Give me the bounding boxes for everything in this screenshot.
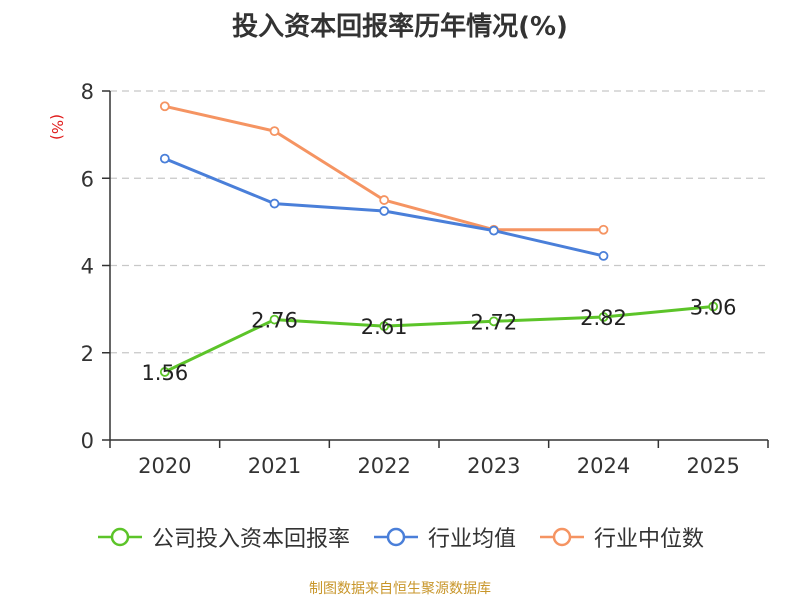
data-point [598, 224, 609, 235]
data-point [159, 101, 170, 112]
data-point [269, 314, 280, 325]
y-tick-label: 4 [81, 255, 94, 279]
data-label: 1.56 [141, 361, 188, 385]
x-tick-label: 2024 [577, 454, 630, 478]
legend-label-industry-mean: 行业均值 [427, 527, 516, 552]
legend-item-industry-median[interactable]: 行业中位数 [538, 521, 704, 553]
data-point [488, 225, 499, 236]
legend-item-company[interactable]: 公司投入资本回报率 [96, 521, 350, 553]
legend-swatch-industry-mean [373, 527, 418, 547]
data-point [159, 367, 170, 377]
data-point [708, 301, 719, 312]
y-axis-label: (%) [48, 114, 66, 140]
y-tick-label: 8 [81, 80, 94, 104]
data-label: 2.72 [470, 310, 517, 334]
data-label: 2.82 [580, 306, 627, 330]
data-point [379, 206, 390, 216]
x-tick-label: 2020 [138, 454, 191, 478]
legend-swatch-company [97, 527, 142, 547]
data-point [488, 316, 499, 327]
x-tick-label: 2023 [467, 454, 520, 478]
legend-label-industry-median: 行业中位数 [594, 527, 705, 552]
data-point [379, 321, 390, 332]
y-tick-label: 0 [81, 429, 94, 453]
legend-item-industry-mean[interactable]: 行业均值 [372, 521, 516, 553]
x-tick-label: 2021 [248, 454, 301, 478]
y-tick-label: 6 [81, 167, 94, 191]
series-line-0 [164, 305, 714, 374]
chart-title: 投入资本回报率历年情况(%) [232, 12, 568, 42]
data-point [598, 312, 609, 322]
x-tick-label: 2025 [686, 454, 739, 478]
data-point [269, 198, 280, 209]
data-label: 2.61 [361, 315, 408, 339]
source-note: 制图数据来自恒生聚源数据库 [309, 581, 491, 597]
legend-label-company: 公司投入资本回报率 [151, 527, 350, 552]
data-point [269, 126, 280, 137]
data-label: 2.76 [251, 309, 298, 333]
data-point [598, 251, 609, 261]
legend-swatch-industry-median [540, 527, 584, 547]
x-tick-label: 2022 [357, 454, 410, 478]
data-point [159, 153, 170, 164]
data-point [379, 195, 390, 205]
y-tick-label: 2 [81, 342, 94, 366]
legend: 公司投入资本回报率 行业均值 行业中位数 [0, 520, 800, 554]
data-label: 3.06 [690, 296, 737, 320]
